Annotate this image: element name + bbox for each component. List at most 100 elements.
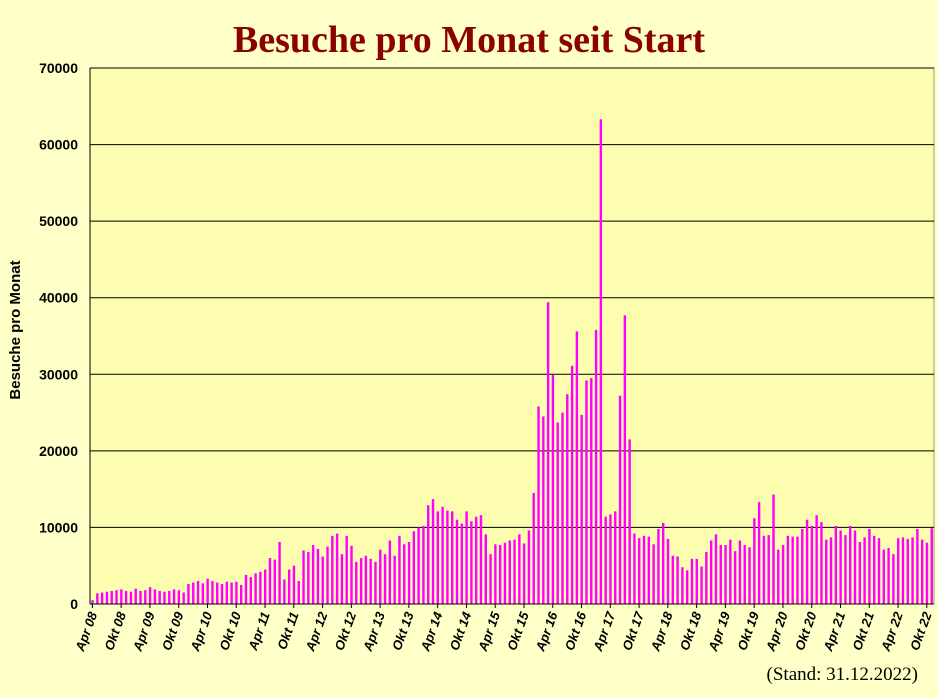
bar [427,505,430,604]
bar [283,579,286,604]
bar [383,554,387,604]
bar [594,329,598,604]
bar [757,502,761,604]
bar [398,535,401,604]
bar [570,365,574,604]
bar [359,558,363,604]
bar [177,590,181,604]
bar [220,584,224,604]
bar [652,544,655,604]
bar [168,590,171,604]
bar [681,567,684,604]
bar [139,590,142,604]
bar [273,559,276,604]
bar [748,547,751,604]
bar [585,380,588,604]
bar [115,590,118,604]
bar [695,558,698,604]
bar [863,537,866,604]
bar [321,556,324,604]
bar [743,545,746,604]
bar [345,535,348,604]
bar [172,589,176,604]
bar [340,554,344,604]
bar [129,591,133,604]
bar [690,558,694,604]
bar [853,530,857,604]
bar [182,592,185,604]
bar [724,545,727,604]
y-tick-label: 10000 [39,519,78,535]
bar [647,536,651,604]
bar [801,528,804,604]
y-tick-label: 30000 [39,366,78,382]
bar [638,538,641,604]
bar [551,375,555,604]
bar [436,511,440,604]
bar [100,592,104,604]
bar [206,578,209,604]
bar [355,561,358,604]
bar [834,525,838,604]
bar [403,544,406,604]
bar [930,528,933,604]
x-tick-label: Okt 12 [331,609,359,652]
x-tick-label: Okt 18 [677,609,705,652]
bar [225,581,229,604]
bar [120,589,123,604]
bar [882,549,885,604]
bar [144,590,147,604]
footnote-date: (Stand: 31.12.2022) [766,664,918,685]
x-tick-label: Apr 22 [878,609,907,654]
bar [781,545,785,604]
x-tick-label: Okt 08 [101,609,129,652]
bar [738,540,742,604]
bar [374,561,377,604]
bar [839,530,842,604]
bar [566,394,569,604]
bar [470,521,473,604]
bar [369,558,372,604]
bar [580,414,583,604]
bar [254,573,257,604]
bar [887,548,890,604]
bar [335,533,339,604]
x-tick-label: Okt 17 [619,609,647,652]
x-tick-label: Apr 20 [762,609,791,654]
x-tick-label: Okt 10 [216,609,244,652]
bar [216,582,219,604]
bar [609,514,612,604]
bar [211,581,214,604]
x-tick-label: Okt 09 [159,609,187,652]
x-tick-label: Apr 08 [72,609,101,654]
bar [810,525,814,604]
bar [110,590,113,604]
bar [244,574,248,604]
bar [604,516,607,604]
bar [441,506,444,604]
bar [532,492,535,604]
x-tick-label: Okt 22 [907,609,935,652]
bar [446,510,449,604]
bar [767,535,770,604]
bar [326,546,329,604]
bar [134,588,137,604]
bar [297,581,300,604]
bar [259,571,262,604]
bar [786,535,790,604]
bar [307,551,310,604]
bar [542,416,545,604]
bar [662,522,665,604]
x-tick-label: Okt 19 [734,609,762,652]
bar [815,515,818,604]
bar [892,554,895,604]
bar [417,527,420,604]
bar [235,581,238,604]
bar [906,538,909,604]
bar [484,534,487,604]
bar [916,528,919,604]
bar [920,539,924,604]
x-tick-label: Apr 18 [647,609,676,654]
bar [163,591,166,604]
bar [455,519,459,604]
